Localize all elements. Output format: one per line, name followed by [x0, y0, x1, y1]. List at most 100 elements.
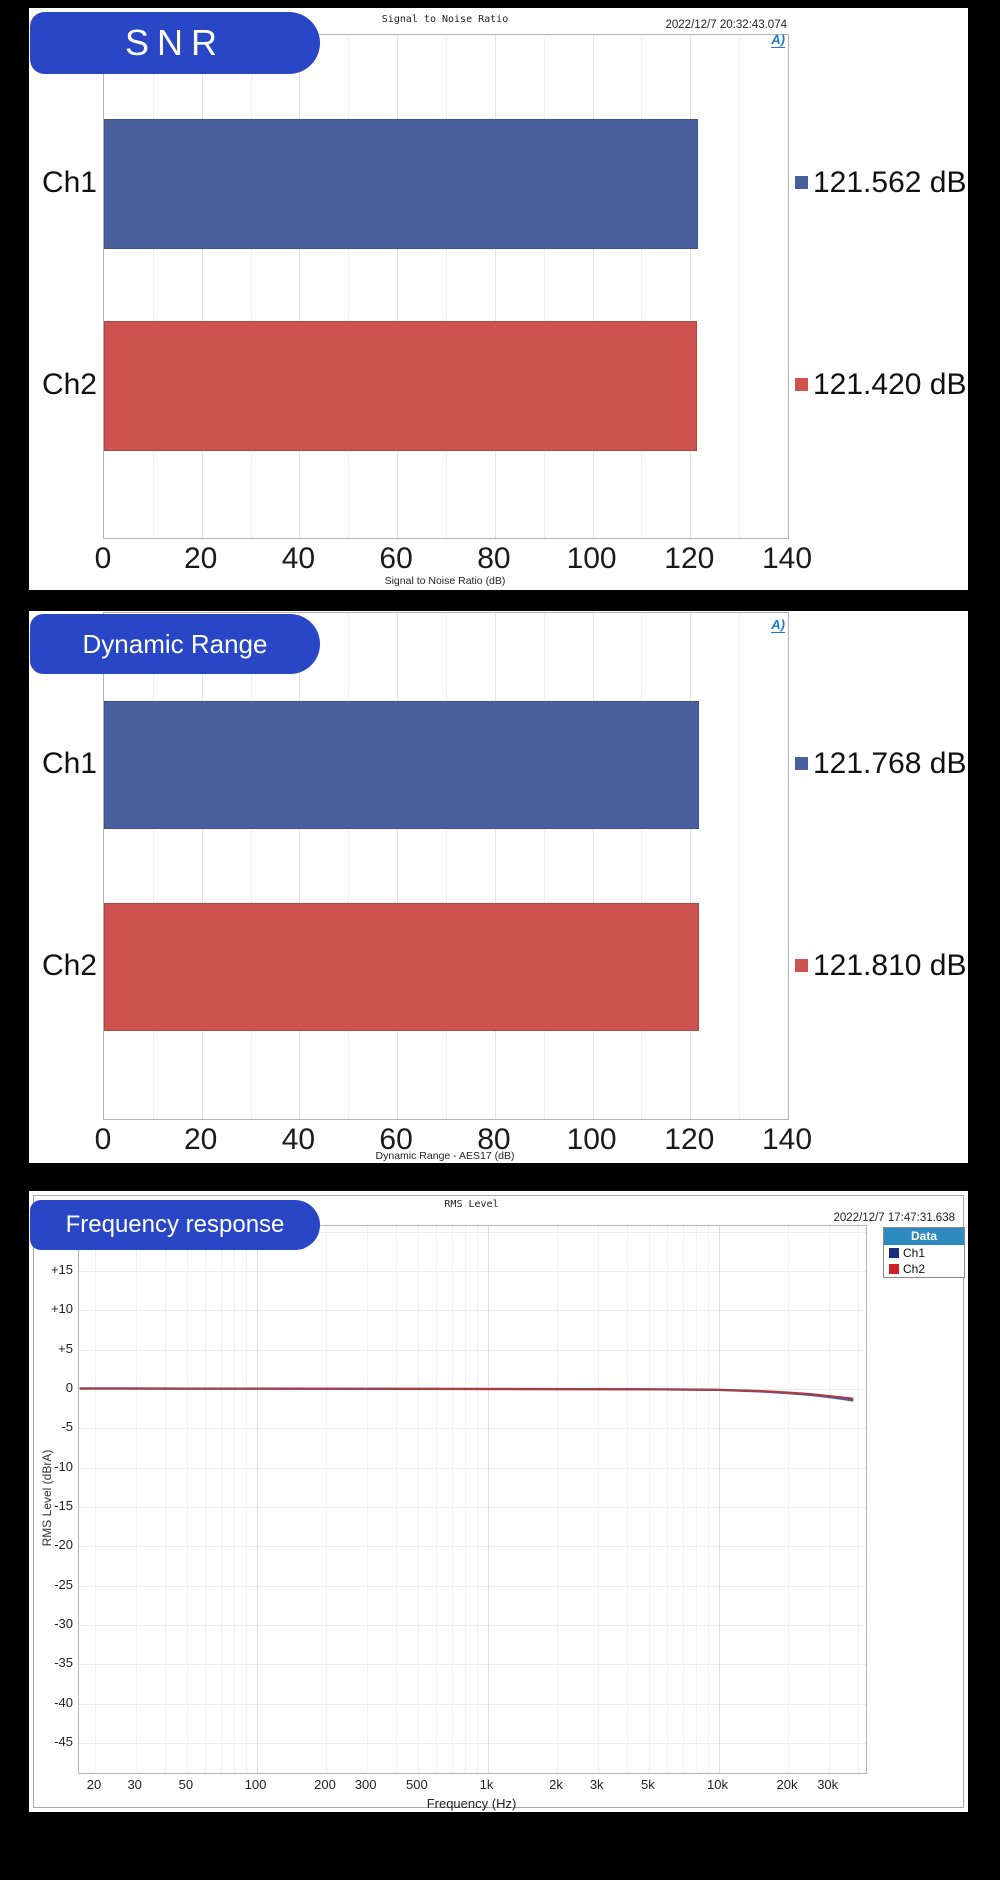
x-tick-label: 20: [184, 1123, 218, 1156]
value-label-ch2: 121.420 dB: [813, 368, 967, 401]
gridline: [397, 613, 399, 1119]
x-tick-label: 0: [94, 1123, 112, 1156]
x-tick-label: 30: [127, 1777, 142, 1792]
value-label-ch2: 121.810 dB: [813, 949, 967, 982]
x-tick-label: 140: [761, 1123, 813, 1156]
bar-ch2: [104, 903, 700, 1031]
value-marker-ch1: [795, 176, 808, 189]
gridline: [641, 35, 643, 538]
gridline: [707, 1226, 709, 1773]
gridline: [245, 1226, 247, 1773]
x-tick-label: 60: [379, 542, 413, 575]
frequency-response-panel: Frequency response RMS Level 2022/12/7 1…: [29, 1191, 968, 1812]
gridline: [79, 1703, 866, 1705]
fr-legend: Data Ch1 Ch2: [883, 1227, 965, 1278]
gridline: [476, 1226, 478, 1773]
gridline: [79, 1349, 866, 1351]
x-tick-label: 100: [244, 1777, 267, 1792]
x-tick-label: 140: [761, 542, 813, 575]
ap-logo-icon: A): [771, 32, 785, 48]
gridline: [205, 1226, 207, 1773]
x-tick-label: 60: [379, 1123, 413, 1156]
x-tick-label: 120: [664, 542, 715, 575]
gridline: [696, 1226, 698, 1773]
gridline: [95, 1226, 96, 1773]
gridline: [79, 1625, 866, 1627]
gridline: [682, 1226, 684, 1773]
category-label-ch2: Ch2: [41, 368, 97, 401]
gridline: [79, 1428, 866, 1430]
y-tick-label: 0: [65, 1380, 73, 1395]
x-tick-label: 40: [281, 542, 316, 575]
x-tick-label: 100: [566, 542, 617, 575]
fr-x-axis-title: Frequency (Hz): [426, 1796, 517, 1811]
gridline: [557, 1226, 558, 1773]
y-tick-label: -35: [54, 1655, 73, 1671]
gridline: [201, 35, 203, 538]
x-tick-label: 80: [477, 1123, 511, 1156]
gridline: [152, 613, 154, 1119]
y-tick-label: -25: [54, 1576, 73, 1592]
frequency-response-badge: Frequency response: [30, 1200, 320, 1250]
gridline: [79, 1743, 866, 1745]
gridline: [828, 1226, 830, 1773]
gridline: [648, 1226, 650, 1773]
y-tick-label: -40: [54, 1694, 73, 1710]
ap-logo-icon: A): [771, 617, 785, 633]
gridline: [186, 1226, 188, 1773]
ch2-series-swatch-icon: [889, 1264, 899, 1274]
gridline: [494, 35, 496, 538]
gridline: [201, 613, 203, 1119]
x-tick-label: 80: [477, 542, 511, 575]
gridline: [543, 35, 545, 538]
x-tick-label: 200: [314, 1777, 336, 1792]
gridline: [79, 1546, 866, 1548]
gridline: [690, 35, 692, 538]
gridline: [79, 1467, 866, 1469]
bar-ch1: [104, 701, 699, 829]
x-tick-label: 300: [354, 1777, 377, 1792]
gridline: [739, 35, 741, 538]
gridline: [79, 1507, 866, 1509]
x-tick-label: 30k: [817, 1777, 839, 1792]
gridline: [79, 1664, 866, 1666]
x-tick-label: 3k: [589, 1777, 604, 1792]
fr-legend-header: Data: [884, 1228, 964, 1245]
dynamic-range-plot-area: [103, 612, 789, 1120]
x-tick-label: 1k: [479, 1777, 494, 1792]
y-tick-label: -30: [54, 1616, 73, 1632]
y-tick-label: -20: [54, 1537, 73, 1553]
x-tick-label: 120: [664, 1123, 715, 1156]
fr-response-curves: [79, 1387, 854, 1402]
snr-plot-area: [103, 34, 789, 539]
gridline: [256, 1226, 258, 1773]
x-tick-label: 10k: [707, 1777, 728, 1792]
category-label-ch1: Ch1: [41, 166, 97, 199]
bar-ch2: [104, 321, 698, 451]
gridline: [436, 1226, 438, 1773]
gridline: [857, 1226, 859, 1773]
ch1-series-swatch-icon: [889, 1248, 899, 1258]
gridline: [366, 1226, 368, 1773]
snr-x-axis-title: Signal to Noise Ratio (dB): [384, 575, 506, 587]
gridline: [494, 613, 496, 1119]
gridline: [397, 35, 399, 538]
gridline: [250, 613, 252, 1119]
gridline: [135, 1226, 137, 1773]
gridline: [234, 1226, 236, 1773]
fr-legend-label-ch1: Ch1: [903, 1246, 926, 1260]
gridline: [446, 613, 447, 1119]
fr-legend-label-ch2: Ch2: [903, 1262, 926, 1276]
gridline: [417, 1226, 419, 1773]
y-tick-label: +5: [58, 1340, 73, 1356]
gridline: [395, 1226, 397, 1773]
y-tick-label: +15: [50, 1262, 73, 1277]
fr-chart-title: RMS Level: [444, 1199, 499, 1210]
gridline: [667, 1226, 669, 1773]
gridline: [597, 1226, 599, 1773]
y-tick-label: +10: [50, 1301, 73, 1317]
gridline: [543, 613, 545, 1119]
dynamic-range-badge: Dynamic Range: [30, 614, 320, 674]
y-tick-label: -5: [61, 1419, 73, 1435]
dynamic-range-panel: Dynamic Range A) Dynamic Range - AES17 (…: [29, 611, 968, 1163]
